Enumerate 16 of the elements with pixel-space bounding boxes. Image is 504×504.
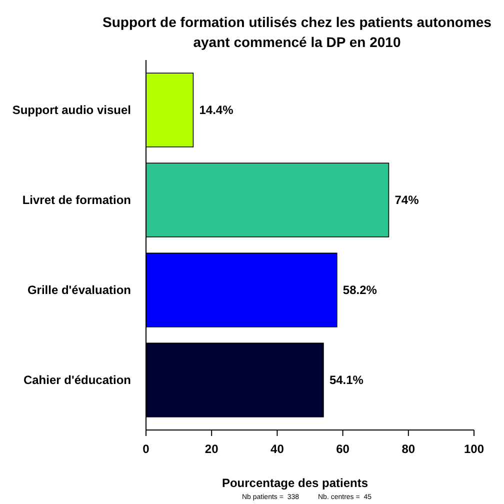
y-tick-label: Livret de formation xyxy=(22,193,131,208)
data-label: 14.4% xyxy=(199,103,234,118)
x-tick-label: 0 xyxy=(142,442,150,456)
x-tick-label: 80 xyxy=(402,442,416,456)
x-tick-label: 100 xyxy=(464,442,484,456)
x-axis-title: Pourcentage des patients xyxy=(222,476,368,490)
data-label: 58.2% xyxy=(342,283,378,298)
x-tick-label: 20 xyxy=(204,442,219,456)
y-tick-label: Grille d'évaluation xyxy=(27,283,131,298)
x-tick-label: 40 xyxy=(270,442,284,456)
data-label: 54.1% xyxy=(329,373,364,388)
y-tick-label: Cahier d'éducation xyxy=(23,373,131,388)
x-tick-label: 60 xyxy=(336,442,350,456)
y-tick-label: Support audio visuel xyxy=(12,103,131,118)
data-label: 74% xyxy=(394,193,420,208)
chart-title: Support de formation utilisés chez les patients autonomes ayant commencé la DP en 2010 xyxy=(102,14,492,50)
